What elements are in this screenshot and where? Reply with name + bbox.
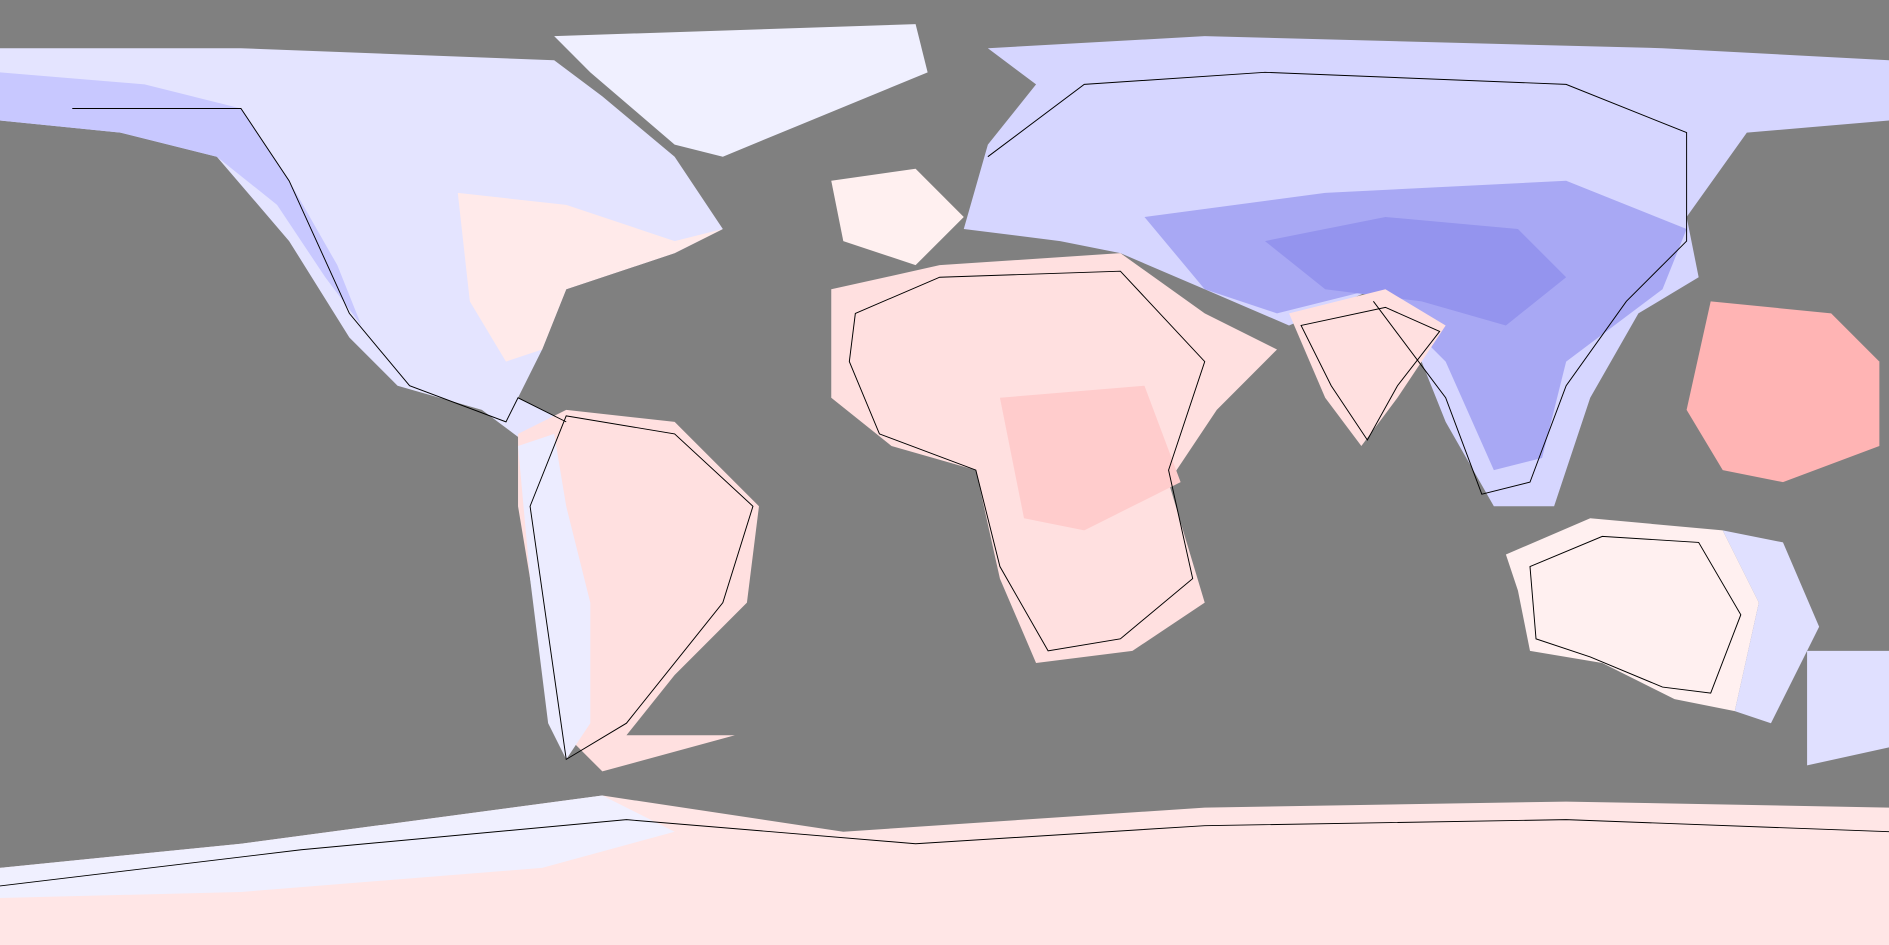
coastline: [1529, 535, 1742, 694]
coastline: [72, 107, 567, 423]
eastern-us: [457, 192, 723, 362]
east-australia: [1722, 530, 1820, 724]
coastline: [1300, 306, 1441, 441]
india: [1289, 289, 1446, 446]
coastline: [987, 71, 1688, 495]
greenland: [554, 24, 928, 157]
pacific-warm: [1686, 301, 1880, 483]
australia: [1505, 518, 1759, 712]
coastline: [529, 415, 754, 761]
south-america-west: [518, 433, 591, 760]
central-africa: [999, 385, 1181, 531]
north-america-west: [0, 72, 362, 326]
asia-core: [1264, 216, 1567, 326]
new-zealand: [1807, 650, 1889, 766]
western-europe: [831, 168, 964, 266]
coastline: [848, 270, 1206, 652]
coastline: [0, 819, 1889, 887]
